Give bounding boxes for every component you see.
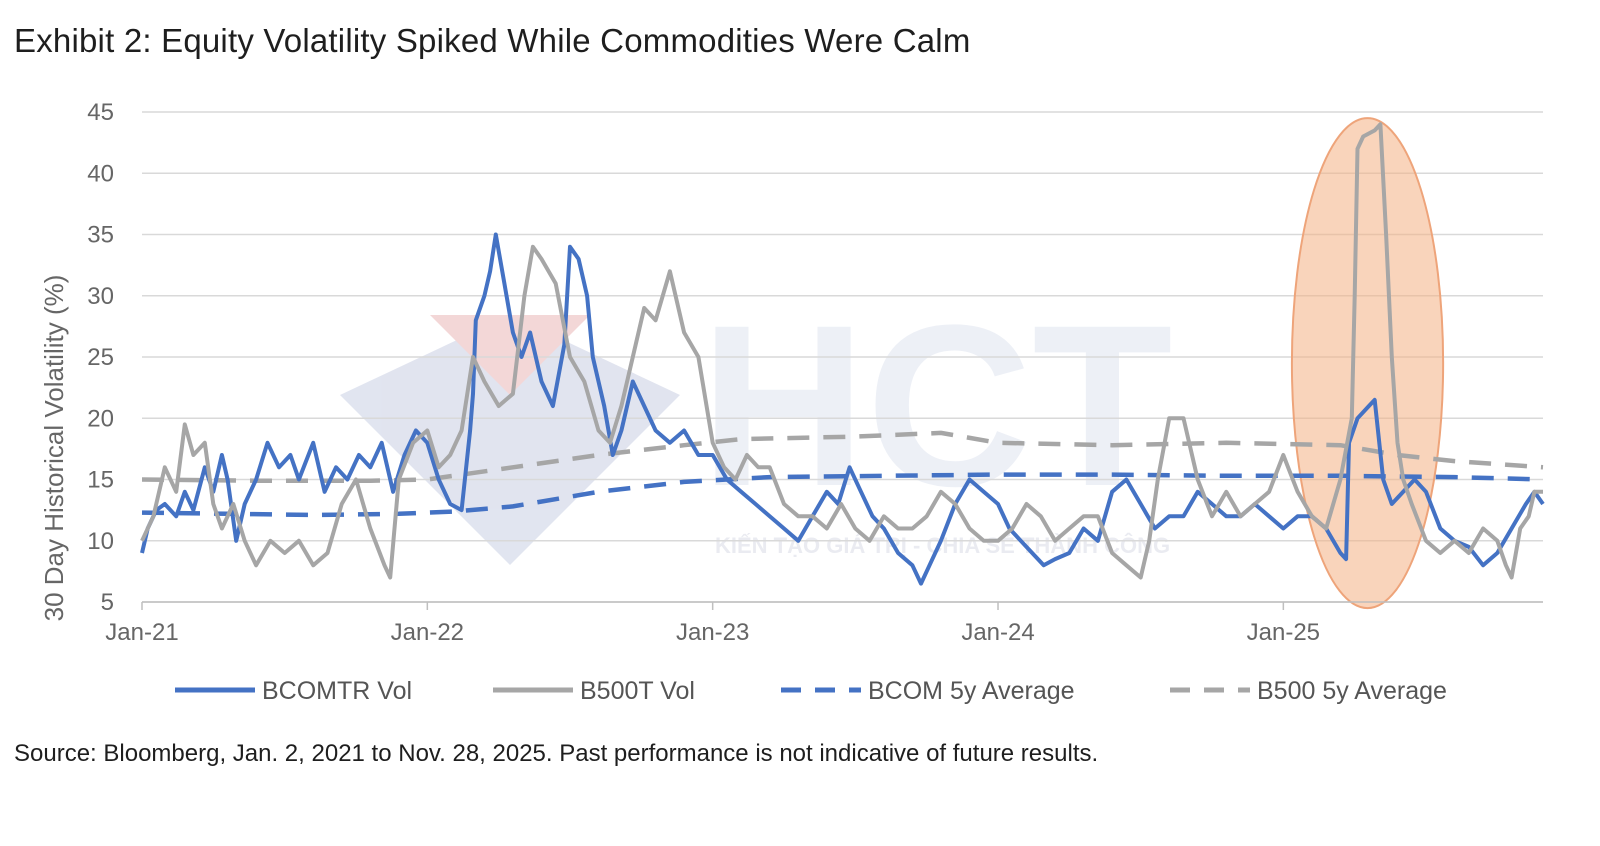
y-tick-label: 20 bbox=[87, 405, 114, 432]
watermark-diamond-accent bbox=[430, 315, 590, 395]
watermark-diamond-logo bbox=[340, 315, 680, 565]
chart-title: Exhibit 2: Equity Volatility Spiked Whil… bbox=[14, 22, 971, 59]
y-tick-label: 45 bbox=[87, 99, 114, 126]
watermark: HCT KIẾN TẠO GIÁ TRỊ - CHIA SẺ THÀNH CÔN… bbox=[340, 277, 1173, 565]
highlight-layer bbox=[1290, 117, 1445, 610]
volatility-chart: HCT KIẾN TẠO GIÁ TRỊ - CHIA SẺ THÀNH CÔN… bbox=[39, 99, 1545, 705]
series-line-b500-5y-average bbox=[141, 430, 1544, 483]
x-tick-label: Jan-22 bbox=[391, 619, 464, 646]
y-tick-label: 30 bbox=[87, 283, 114, 310]
legend: BCOMTR Vol B500T Vol BCOM 5y Average B500 5… bbox=[175, 677, 1447, 705]
series-layer bbox=[140, 122, 1545, 586]
axes: 5 10 15 20 25 30 35 40 45 Jan-21 Jan-22 Jan-23 Jan-2… bbox=[87, 99, 1543, 646]
y-axis-label: 30 Day Historical Volatility (%) bbox=[39, 275, 69, 622]
x-tick-label: Jan-21 bbox=[105, 619, 178, 646]
legend-label: BCOM 5y Average bbox=[868, 677, 1075, 705]
x-tick-label: Jan-23 bbox=[676, 619, 749, 646]
series-line-b500t-vol bbox=[140, 122, 1543, 580]
y-tick-label: 15 bbox=[87, 467, 114, 494]
watermark-logo-text: HCT bbox=[700, 277, 1173, 534]
legend-label: BCOMTR Vol bbox=[262, 677, 412, 705]
y-tick-label: 35 bbox=[87, 222, 114, 249]
legend-label: B500 5y Average bbox=[1257, 677, 1447, 705]
highlight-ellipse bbox=[1290, 117, 1445, 610]
legend-label: B500T Vol bbox=[580, 677, 695, 705]
y-tick-label: 5 bbox=[101, 589, 114, 616]
y-tick-label: 25 bbox=[87, 344, 114, 371]
y-tick-label: 40 bbox=[87, 160, 114, 187]
x-tick-label: Jan-25 bbox=[1247, 619, 1320, 646]
y-tick-label: 10 bbox=[87, 528, 114, 555]
x-tick-label: Jan-24 bbox=[961, 619, 1034, 646]
source-note: Source: Bloomberg, Jan. 2, 2021 to Nov. … bbox=[14, 740, 1099, 767]
